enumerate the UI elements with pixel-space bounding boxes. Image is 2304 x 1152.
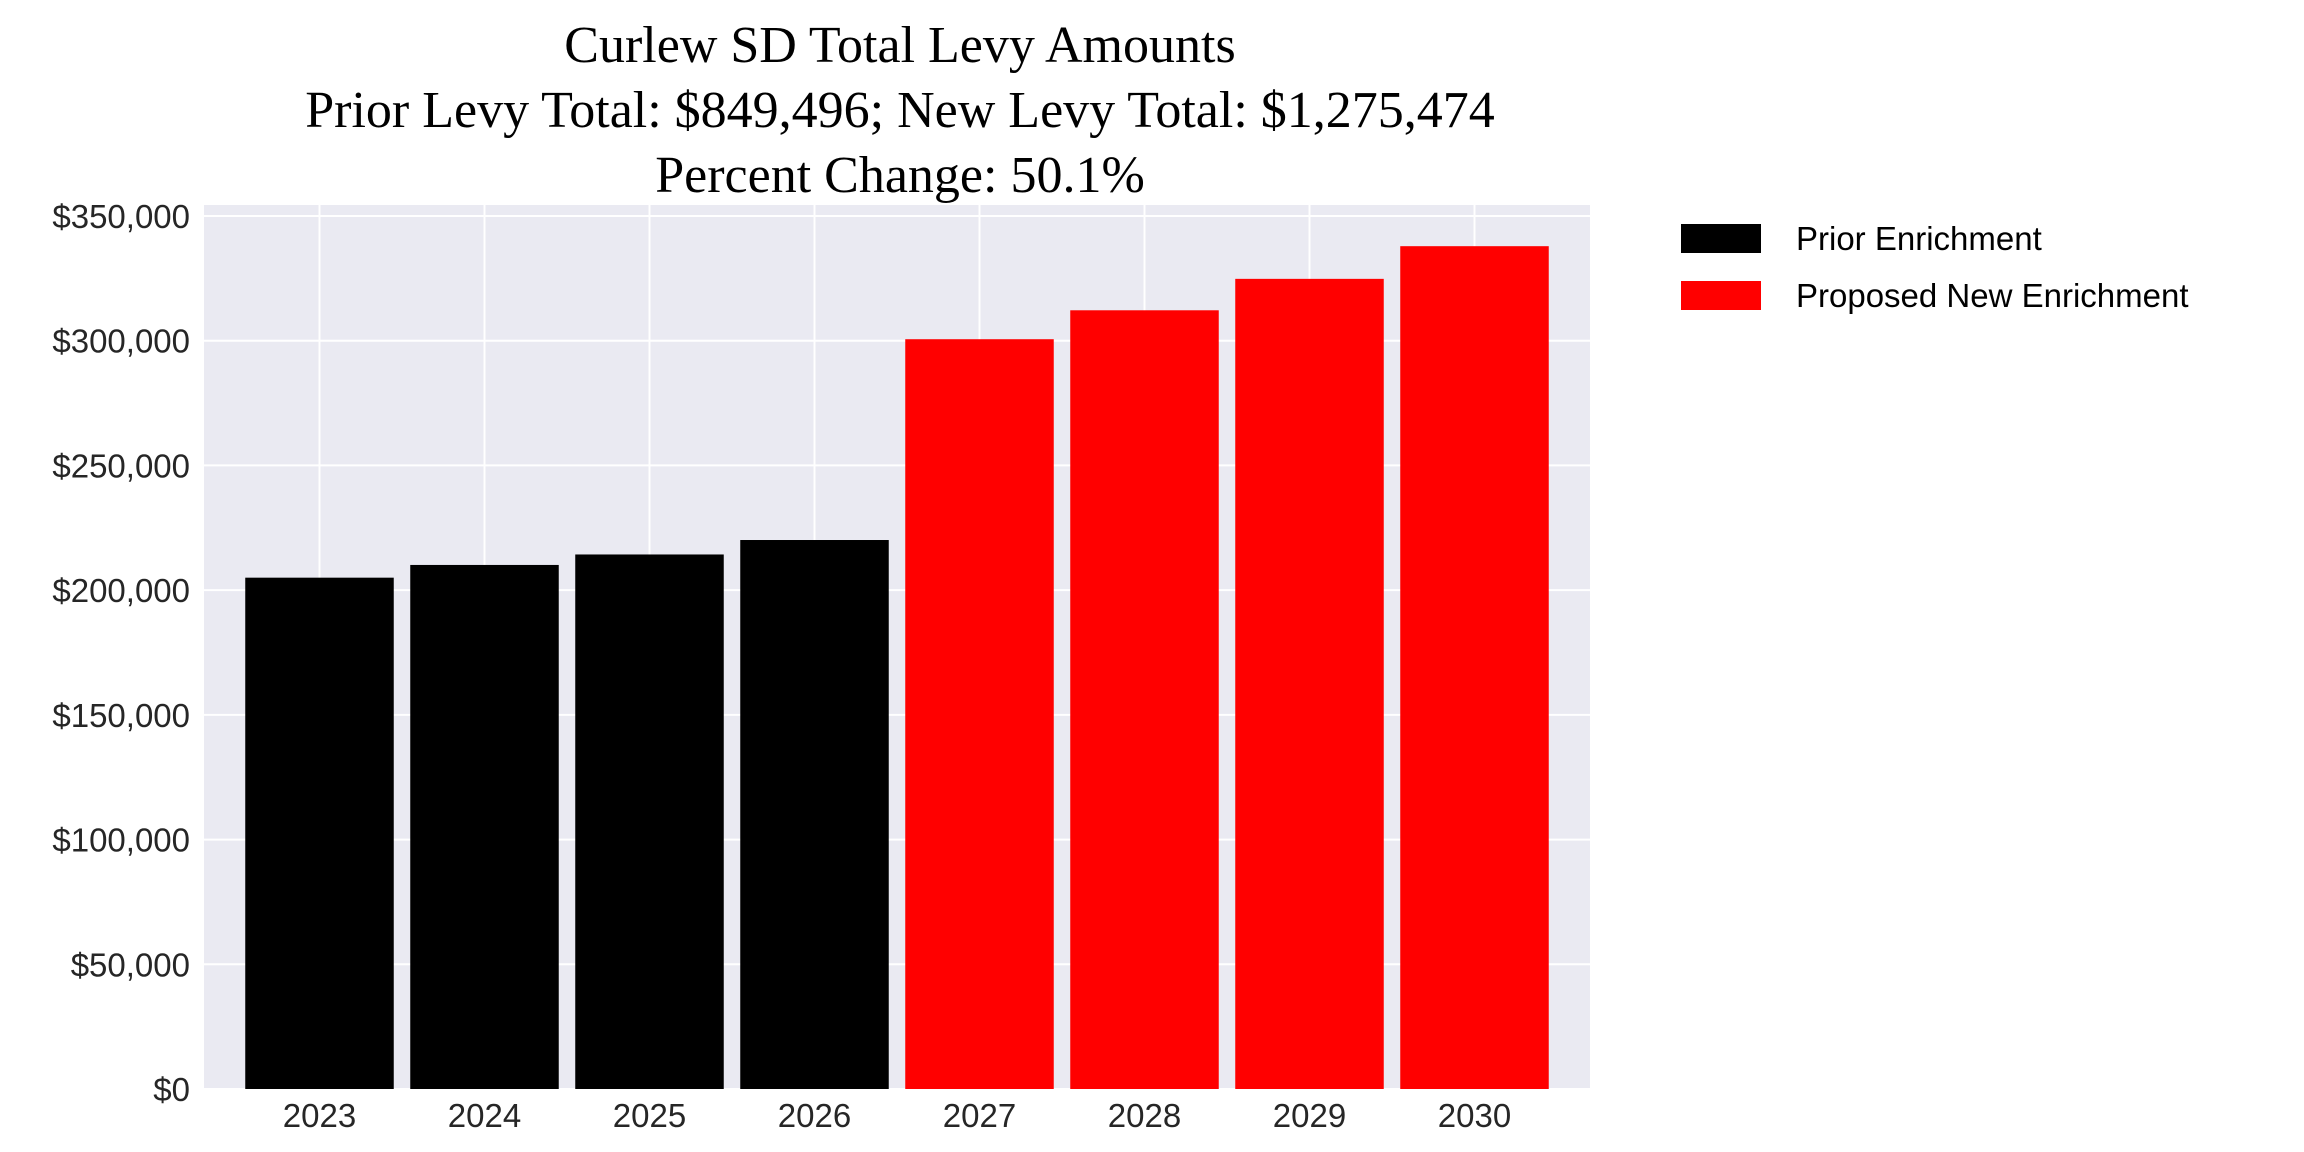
x-tick-label: 2028 <box>1108 1097 1181 1134</box>
legend-swatch-prior <box>1681 224 1761 253</box>
y-tick-label: $200,000 <box>52 572 190 609</box>
x-tick-label: 2025 <box>613 1097 686 1134</box>
bar-2030 <box>1400 246 1549 1090</box>
x-tick-label: 2029 <box>1273 1097 1346 1134</box>
y-tick-label: $300,000 <box>52 323 190 360</box>
bar-2027 <box>905 339 1054 1089</box>
y-tick-label: $250,000 <box>52 447 190 484</box>
x-axis: 2023 2024 2025 2026 2027 2028 2029 2030 <box>283 1097 1511 1134</box>
legend: Prior Enrichment Proposed New Enrichment <box>1681 220 2189 314</box>
title-line-2: Prior Levy Total: $849,496; New Levy Tot… <box>305 82 1495 139</box>
x-tick-label: 2030 <box>1438 1097 1511 1134</box>
title-line-3: Percent Change: 50.1% <box>655 147 1145 204</box>
y-tick-label: $100,000 <box>52 822 190 859</box>
x-tick-label: 2023 <box>283 1097 356 1134</box>
y-tick-label: $350,000 <box>52 198 190 235</box>
bar-2028 <box>1070 310 1219 1089</box>
bar-2024 <box>410 564 559 1089</box>
bar-2026 <box>740 540 889 1089</box>
chart-title: Curlew SD Total Levy Amounts Prior Levy … <box>305 17 1495 204</box>
x-tick-label: 2024 <box>448 1097 521 1134</box>
x-tick-label: 2026 <box>778 1097 851 1134</box>
legend-label-new: Proposed New Enrichment <box>1796 277 2189 314</box>
y-tick-label: $150,000 <box>52 697 190 734</box>
y-tick-label: $0 <box>153 1071 190 1108</box>
bar-2029 <box>1235 278 1384 1090</box>
bar-2025 <box>575 554 724 1089</box>
y-axis: $0 $50,000 $100,000 $150,000 $200,000 $250,00… <box>52 198 190 1108</box>
bars <box>245 246 1549 1090</box>
legend-label-prior: Prior Enrichment <box>1796 220 2042 257</box>
x-tick-label: 2027 <box>943 1097 1016 1134</box>
title-line-1: Curlew SD Total Levy Amounts <box>564 17 1235 74</box>
bar-2023 <box>245 577 394 1089</box>
y-tick-label: $50,000 <box>71 946 190 983</box>
legend-swatch-new <box>1681 281 1761 310</box>
